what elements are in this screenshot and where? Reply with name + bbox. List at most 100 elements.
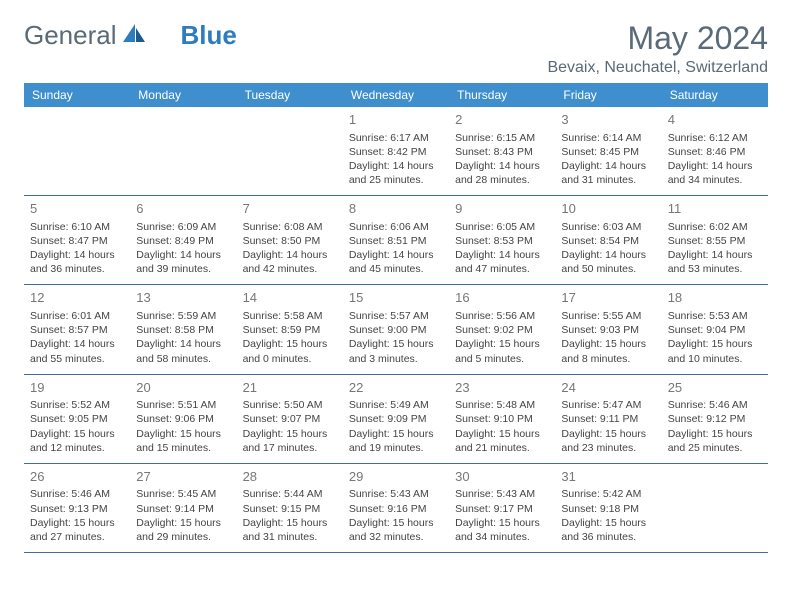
sunrise-line: Sunrise: 5:52 AM [30, 398, 124, 412]
daylight-line: Daylight: 14 hours and 34 minutes. [668, 159, 762, 187]
brand-part2: Blue [181, 20, 237, 51]
daylight-line: Daylight: 15 hours and 27 minutes. [30, 516, 124, 544]
sunset-line: Sunset: 8:45 PM [561, 145, 655, 159]
sunset-line: Sunset: 8:43 PM [455, 145, 549, 159]
day-number: 9 [455, 200, 549, 218]
calendar-day-cell: 21Sunrise: 5:50 AMSunset: 9:07 PMDayligh… [237, 374, 343, 463]
day-number: 23 [455, 379, 549, 397]
calendar-day-cell: 19Sunrise: 5:52 AMSunset: 9:05 PMDayligh… [24, 374, 130, 463]
weekday-header: Saturday [662, 83, 768, 107]
calendar-day-cell: 30Sunrise: 5:43 AMSunset: 9:17 PMDayligh… [449, 463, 555, 552]
sunrise-line: Sunrise: 5:55 AM [561, 309, 655, 323]
daylight-line: Daylight: 15 hours and 31 minutes. [243, 516, 337, 544]
calendar-day-cell: 31Sunrise: 5:42 AMSunset: 9:18 PMDayligh… [555, 463, 661, 552]
calendar-table: SundayMondayTuesdayWednesdayThursdayFrid… [24, 83, 768, 553]
calendar-day-cell: 23Sunrise: 5:48 AMSunset: 9:10 PMDayligh… [449, 374, 555, 463]
calendar-day-cell: 28Sunrise: 5:44 AMSunset: 9:15 PMDayligh… [237, 463, 343, 552]
sunset-line: Sunset: 8:59 PM [243, 323, 337, 337]
day-number: 7 [243, 200, 337, 218]
daylight-line: Daylight: 14 hours and 53 minutes. [668, 248, 762, 276]
calendar-day-cell: 17Sunrise: 5:55 AMSunset: 9:03 PMDayligh… [555, 285, 661, 374]
sunset-line: Sunset: 9:07 PM [243, 412, 337, 426]
day-number: 24 [561, 379, 655, 397]
sunset-line: Sunset: 8:49 PM [136, 234, 230, 248]
calendar-day-cell: 7Sunrise: 6:08 AMSunset: 8:50 PMDaylight… [237, 196, 343, 285]
day-number: 19 [30, 379, 124, 397]
brand-part1: General [24, 20, 117, 51]
sunrise-line: Sunrise: 6:12 AM [668, 131, 762, 145]
sunrise-line: Sunrise: 6:03 AM [561, 220, 655, 234]
sunset-line: Sunset: 8:50 PM [243, 234, 337, 248]
sunset-line: Sunset: 9:05 PM [30, 412, 124, 426]
sunrise-line: Sunrise: 5:46 AM [668, 398, 762, 412]
daylight-line: Daylight: 15 hours and 23 minutes. [561, 427, 655, 455]
location-text: Bevaix, Neuchatel, Switzerland [24, 59, 768, 77]
daylight-line: Daylight: 15 hours and 15 minutes. [136, 427, 230, 455]
sunset-line: Sunset: 8:58 PM [136, 323, 230, 337]
calendar-day-cell: 12Sunrise: 6:01 AMSunset: 8:57 PMDayligh… [24, 285, 130, 374]
calendar-day-cell: 26Sunrise: 5:46 AMSunset: 9:13 PMDayligh… [24, 463, 130, 552]
calendar-day-cell: 15Sunrise: 5:57 AMSunset: 9:00 PMDayligh… [343, 285, 449, 374]
calendar-day-cell [130, 107, 236, 196]
daylight-line: Daylight: 15 hours and 29 minutes. [136, 516, 230, 544]
daylight-line: Daylight: 14 hours and 36 minutes. [30, 248, 124, 276]
calendar-day-cell: 11Sunrise: 6:02 AMSunset: 8:55 PMDayligh… [662, 196, 768, 285]
calendar-week-row: 5Sunrise: 6:10 AMSunset: 8:47 PMDaylight… [24, 196, 768, 285]
sunrise-line: Sunrise: 6:06 AM [349, 220, 443, 234]
sunrise-line: Sunrise: 5:43 AM [455, 487, 549, 501]
day-number: 4 [668, 111, 762, 129]
sunset-line: Sunset: 9:14 PM [136, 502, 230, 516]
sunset-line: Sunset: 9:00 PM [349, 323, 443, 337]
sunrise-line: Sunrise: 5:57 AM [349, 309, 443, 323]
sunset-line: Sunset: 8:46 PM [668, 145, 762, 159]
calendar-body: 1Sunrise: 6:17 AMSunset: 8:42 PMDaylight… [24, 107, 768, 553]
daylight-line: Daylight: 14 hours and 31 minutes. [561, 159, 655, 187]
daylight-line: Daylight: 15 hours and 5 minutes. [455, 337, 549, 365]
weekday-header-row: SundayMondayTuesdayWednesdayThursdayFrid… [24, 83, 768, 107]
daylight-line: Daylight: 14 hours and 25 minutes. [349, 159, 443, 187]
day-number: 2 [455, 111, 549, 129]
daylight-line: Daylight: 14 hours and 47 minutes. [455, 248, 549, 276]
calendar-day-cell: 13Sunrise: 5:59 AMSunset: 8:58 PMDayligh… [130, 285, 236, 374]
sunset-line: Sunset: 9:04 PM [668, 323, 762, 337]
calendar-day-cell: 22Sunrise: 5:49 AMSunset: 9:09 PMDayligh… [343, 374, 449, 463]
day-number: 16 [455, 289, 549, 307]
day-number: 8 [349, 200, 443, 218]
brand-logo: General Blue [24, 20, 237, 51]
daylight-line: Daylight: 15 hours and 25 minutes. [668, 427, 762, 455]
day-number: 5 [30, 200, 124, 218]
daylight-line: Daylight: 15 hours and 19 minutes. [349, 427, 443, 455]
daylight-line: Daylight: 14 hours and 45 minutes. [349, 248, 443, 276]
calendar-week-row: 26Sunrise: 5:46 AMSunset: 9:13 PMDayligh… [24, 463, 768, 552]
sunset-line: Sunset: 8:57 PM [30, 323, 124, 337]
daylight-line: Daylight: 15 hours and 8 minutes. [561, 337, 655, 365]
day-number: 10 [561, 200, 655, 218]
sunrise-line: Sunrise: 5:45 AM [136, 487, 230, 501]
sunrise-line: Sunrise: 5:42 AM [561, 487, 655, 501]
weekday-header: Sunday [24, 83, 130, 107]
sunrise-line: Sunrise: 5:51 AM [136, 398, 230, 412]
day-number: 30 [455, 468, 549, 486]
sunset-line: Sunset: 9:16 PM [349, 502, 443, 516]
day-number: 12 [30, 289, 124, 307]
day-number: 25 [668, 379, 762, 397]
daylight-line: Daylight: 15 hours and 36 minutes. [561, 516, 655, 544]
sail-icon [121, 20, 147, 51]
sunrise-line: Sunrise: 6:14 AM [561, 131, 655, 145]
sunrise-line: Sunrise: 5:59 AM [136, 309, 230, 323]
calendar-day-cell: 9Sunrise: 6:05 AMSunset: 8:53 PMDaylight… [449, 196, 555, 285]
day-number: 27 [136, 468, 230, 486]
sunset-line: Sunset: 9:11 PM [561, 412, 655, 426]
daylight-line: Daylight: 14 hours and 39 minutes. [136, 248, 230, 276]
calendar-day-cell: 4 Sunrise: 6:12 AMSunset: 8:46 PMDaylight… [662, 107, 768, 196]
weekday-header: Friday [555, 83, 661, 107]
sunrise-line: Sunrise: 5:43 AM [349, 487, 443, 501]
calendar-day-cell: 1Sunrise: 6:17 AMSunset: 8:42 PMDaylight… [343, 107, 449, 196]
day-number: 22 [349, 379, 443, 397]
sunrise-line: Sunrise: 5:44 AM [243, 487, 337, 501]
sunrise-line: Sunrise: 5:46 AM [30, 487, 124, 501]
sunset-line: Sunset: 9:03 PM [561, 323, 655, 337]
daylight-line: Daylight: 14 hours and 58 minutes. [136, 337, 230, 365]
sunset-line: Sunset: 9:13 PM [30, 502, 124, 516]
day-number: 20 [136, 379, 230, 397]
